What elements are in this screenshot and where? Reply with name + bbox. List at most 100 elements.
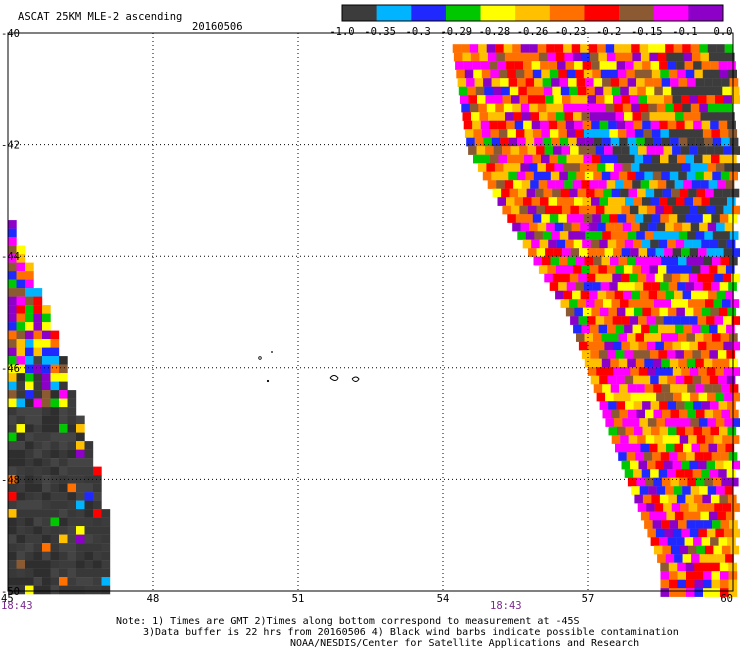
heatmap-cell xyxy=(593,384,603,393)
heatmap-cell xyxy=(490,129,500,138)
heatmap-cell xyxy=(706,460,716,470)
heatmap-cell xyxy=(472,61,481,70)
heatmap-cell xyxy=(661,358,670,368)
heatmap-cell xyxy=(626,282,635,291)
heatmap-cell xyxy=(731,273,740,283)
heatmap-cell xyxy=(59,560,68,569)
heatmap-cell xyxy=(25,339,34,348)
heatmap-cell xyxy=(554,222,564,232)
heatmap-cell xyxy=(522,239,532,249)
heatmap-cell xyxy=(25,322,34,331)
heatmap-cell xyxy=(42,381,51,391)
heatmap-cell xyxy=(719,129,729,138)
heatmap-cell xyxy=(674,511,684,521)
heatmap-cell xyxy=(93,560,102,569)
heatmap-cell xyxy=(59,441,68,450)
heatmap-cell xyxy=(653,137,662,147)
heatmap-cell xyxy=(25,271,34,280)
heatmap-cell xyxy=(663,341,673,351)
heatmap-cell xyxy=(620,273,630,283)
heatmap-cell xyxy=(696,299,706,308)
heatmap-cell xyxy=(593,78,603,87)
heatmap-cell xyxy=(661,477,671,487)
heatmap-cell xyxy=(489,61,498,70)
heatmap-cell xyxy=(642,494,652,504)
heatmap-cell xyxy=(661,171,670,181)
heatmap-cell xyxy=(672,205,682,215)
heatmap-cell xyxy=(706,341,716,351)
heatmap-cell xyxy=(679,435,689,444)
heatmap-cell xyxy=(630,460,639,470)
heatmap-cell xyxy=(652,256,662,266)
heatmap-cell xyxy=(646,273,655,283)
heatmap-cell xyxy=(626,214,635,223)
heatmap-cell xyxy=(681,248,690,257)
heatmap-cell xyxy=(644,171,653,181)
heatmap-cell xyxy=(674,443,684,453)
heatmap-cell xyxy=(650,401,660,410)
heatmap-cell xyxy=(683,112,693,121)
heatmap-cell xyxy=(527,146,537,155)
heatmap-cell xyxy=(33,543,43,552)
heatmap-cell xyxy=(33,441,43,450)
heatmap-cell xyxy=(670,384,679,393)
heatmap-cell xyxy=(579,248,588,257)
heatmap-cell xyxy=(578,146,588,155)
heatmap-cell xyxy=(662,409,671,419)
heatmap-cell xyxy=(76,432,85,442)
heatmap-cell xyxy=(719,214,729,223)
heatmap-cell xyxy=(710,401,719,410)
heatmap-cell xyxy=(76,441,85,450)
heatmap-cell xyxy=(653,409,663,419)
heatmap-cell xyxy=(691,180,701,189)
heatmap-cell xyxy=(594,299,604,308)
heatmap-cell xyxy=(25,449,34,459)
heatmap-cell xyxy=(647,163,657,172)
heatmap-cell xyxy=(727,120,736,130)
heatmap-cell xyxy=(478,103,487,113)
heatmap-cell xyxy=(50,492,60,501)
heatmap-cell xyxy=(654,86,663,96)
colorbar-swatch xyxy=(376,5,412,21)
heatmap-cell xyxy=(545,95,554,104)
heatmap-cell xyxy=(549,154,559,164)
heatmap-cell xyxy=(25,500,34,510)
heatmap-cell xyxy=(685,562,695,572)
heatmap-cell xyxy=(666,52,676,62)
heatmap-cell xyxy=(586,188,595,198)
heatmap-cell xyxy=(563,222,572,232)
heatmap-cell xyxy=(653,477,663,487)
heatmap-cell xyxy=(586,86,595,96)
heatmap-cell xyxy=(8,220,17,229)
heatmap-cell xyxy=(25,296,34,306)
colorbar-swatch xyxy=(445,5,481,21)
heatmap-cell xyxy=(727,307,737,317)
heatmap-cell xyxy=(621,460,631,470)
heatmap-cell xyxy=(42,560,51,569)
heatmap-cell xyxy=(33,449,43,459)
heatmap-cell xyxy=(539,239,549,249)
heatmap-cell xyxy=(652,333,662,342)
heatmap-cell xyxy=(700,180,709,189)
heatmap-cell xyxy=(633,120,643,130)
heatmap-cell xyxy=(656,392,665,402)
heatmap-cell xyxy=(730,86,740,96)
heatmap-cell xyxy=(8,415,17,425)
heatmap-cell xyxy=(67,560,77,569)
heatmap-cell xyxy=(497,197,507,206)
heatmap-cell xyxy=(50,398,60,408)
heatmap-cell xyxy=(667,61,677,70)
heatmap-cell xyxy=(649,52,659,62)
heatmap-cell xyxy=(662,188,672,198)
heatmap-cell xyxy=(671,86,680,96)
heatmap-cell xyxy=(600,214,610,223)
heatmap-cell xyxy=(711,588,721,597)
heatmap-cell xyxy=(665,486,674,495)
heatmap-cell xyxy=(713,409,722,419)
heatmap-cell xyxy=(16,526,26,535)
heatmap-cell xyxy=(626,154,635,164)
heatmap-cell xyxy=(575,214,584,223)
colorbar-swatch xyxy=(342,5,377,21)
heatmap-cell xyxy=(16,432,26,442)
heatmap-cell xyxy=(501,86,510,96)
